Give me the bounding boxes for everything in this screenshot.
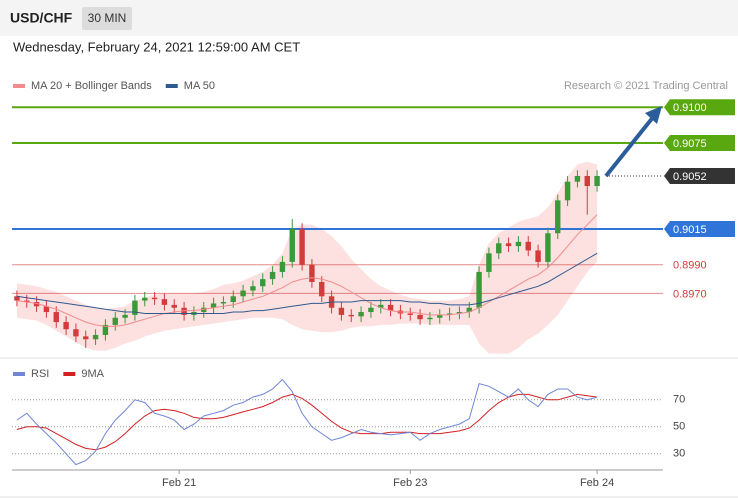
candle-body	[201, 307, 207, 313]
legend-label: RSI	[31, 368, 49, 380]
symbol: USD/CHF	[10, 10, 73, 26]
moving-average	[16, 214, 598, 327]
credit: Research © 2021 Trading Central	[564, 80, 728, 92]
legend-swatch	[13, 372, 25, 376]
candle-body	[515, 241, 522, 247]
candle-body	[161, 299, 168, 305]
indicator-line	[16, 378, 598, 466]
candle-body	[240, 290, 246, 297]
legend-label: MA 50	[184, 80, 215, 92]
candle-body	[319, 281, 325, 297]
level-label-box	[664, 220, 735, 237]
candle-body	[122, 314, 128, 318]
candle-body	[555, 200, 561, 234]
candle-body	[14, 296, 20, 301]
candle-body	[368, 307, 374, 313]
candle-body	[348, 314, 354, 317]
candle-body	[378, 304, 384, 308]
candle-body	[299, 228, 305, 265]
legend-swatch	[63, 372, 76, 376]
forecast-arrow	[604, 114, 656, 178]
y-tick-label: 30	[673, 448, 685, 460]
y-tick-label: 70	[673, 394, 685, 406]
candle-body	[279, 261, 286, 272]
level-label: 0.9015	[673, 224, 707, 236]
candle-body	[387, 304, 394, 311]
candle-body	[358, 312, 364, 317]
level-label: 0.9100	[673, 102, 707, 114]
candle-body	[574, 175, 581, 182]
candle-body	[43, 306, 50, 313]
candle-body	[33, 302, 40, 307]
moving-average	[16, 252, 598, 314]
y-tick-label: 50	[673, 421, 685, 433]
candle-body	[594, 175, 600, 187]
candle-body	[220, 302, 227, 304]
candle-body	[102, 324, 109, 335]
candle-body	[496, 243, 502, 254]
candle-body	[417, 314, 423, 320]
candle-body	[545, 233, 551, 262]
candle-body	[476, 271, 482, 308]
timeframe-box	[82, 7, 132, 30]
candle-body	[260, 279, 266, 287]
candle-body	[53, 312, 59, 323]
candle-body	[250, 286, 256, 291]
candle-body	[427, 317, 433, 320]
level-label-box	[664, 167, 735, 184]
candle-body	[446, 313, 453, 315]
arrow-head	[645, 106, 662, 124]
candle-body	[181, 307, 187, 315]
bollinger-band	[16, 161, 598, 354]
candle-body	[525, 241, 531, 251]
candle-body	[437, 314, 443, 318]
level-label: 0.9052	[673, 171, 707, 183]
candle-body	[486, 253, 492, 272]
candle-body	[142, 297, 148, 301]
candle-body	[584, 175, 590, 187]
candle-body	[171, 304, 177, 308]
candle-body	[92, 334, 99, 340]
candle-body	[564, 181, 571, 201]
level-label: 0.8970	[673, 288, 707, 300]
candle-body	[210, 303, 217, 308]
legend-swatch	[165, 84, 178, 88]
candle-body	[338, 307, 345, 315]
candle-body	[151, 297, 158, 300]
legend-label: MA 20 + Bollinger Bands	[31, 80, 152, 92]
rsi-panel: RSI 9MA 70 50 30 Feb 21 Feb 23 Feb 24	[12, 368, 685, 489]
x-tick-label: Feb 24	[580, 477, 614, 489]
legend-swatch	[13, 84, 25, 88]
candle-body	[24, 300, 30, 303]
legend-label: 9MA	[81, 368, 104, 380]
candle-body	[535, 250, 541, 262]
level-label: 0.8990	[673, 260, 707, 272]
candle-body	[407, 313, 413, 315]
candle-body	[83, 336, 89, 340]
x-tick-label: Feb 21	[162, 477, 196, 489]
candle-body	[230, 296, 236, 303]
candle-body	[63, 322, 69, 330]
level-label-box	[664, 135, 735, 152]
candle-body	[309, 264, 315, 282]
level-label: 0.9075	[673, 138, 707, 150]
candle-body	[456, 312, 463, 314]
price-panel: MA 20 + Bollinger Bands MA 50 0.9100 0.9075…	[12, 80, 735, 354]
x-tick-label: Feb 23	[393, 477, 427, 489]
level-label-box	[664, 99, 735, 116]
indicator-line	[16, 393, 598, 451]
candle-body	[132, 300, 138, 315]
candle-body	[289, 228, 295, 262]
candle-body	[466, 307, 472, 313]
candle-body	[505, 243, 512, 247]
candle-body	[269, 271, 276, 280]
candle-body	[112, 317, 118, 325]
candle-body	[73, 329, 79, 337]
timeframe: 30 MIN	[88, 11, 127, 25]
datetime: Wednesday, February 24, 2021 12:59:00 AM…	[13, 39, 300, 54]
